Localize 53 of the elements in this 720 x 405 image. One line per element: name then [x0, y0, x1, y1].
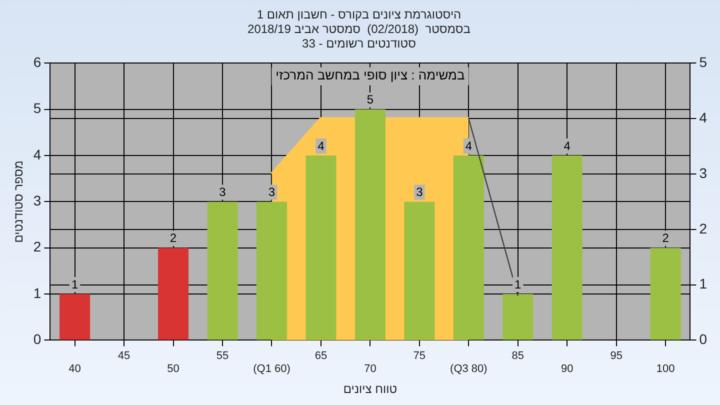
y-tick-label: 0: [33, 331, 42, 348]
data-label: 5: [366, 92, 374, 107]
y-tick-label: 3: [33, 192, 42, 209]
chart-title: היסטוגרמת ציונים בקורס - חשבון תאום 1: [256, 8, 462, 22]
y2-tick-label: 3: [699, 164, 708, 181]
x-tick-label: 70: [364, 363, 376, 376]
bar: [502, 294, 534, 340]
y2-tick-label: 4: [699, 109, 708, 126]
x-tick-label: 85: [512, 350, 524, 362]
bar: [158, 248, 189, 340]
data-label: 1: [514, 277, 522, 292]
bar: [650, 248, 681, 340]
y2-tick-label: 1: [699, 276, 708, 292]
bar: [256, 202, 287, 340]
x-tick-label: 100: [656, 363, 675, 376]
x-tick-label: 50: [167, 363, 180, 376]
y-tick-label: 5: [33, 100, 42, 116]
bar: [354, 109, 386, 340]
x-tick-label: 75: [413, 350, 426, 362]
x-tick-label: (Q1 60): [253, 363, 290, 376]
annotation: במשימה : ציון סופי במחשב המרכזי: [276, 67, 465, 82]
y2-tick-label: 2: [699, 220, 708, 236]
x-tick-label: 90: [561, 363, 574, 376]
data-label: 3: [219, 185, 226, 200]
y-tick-label: 2: [33, 238, 42, 255]
bar: [552, 156, 582, 340]
data-label: 3: [416, 185, 424, 200]
x-tick-label: 95: [610, 350, 622, 362]
y2-tick-label: 5: [699, 54, 708, 70]
data-label: 4: [465, 138, 472, 153]
bar: [207, 202, 238, 340]
chart-subtitle: בסמסטר (02/2018) סמסטר אביב 2018/19 סטודנטים רשומים - 33: [248, 22, 470, 50]
y-tick-label: 1: [33, 284, 42, 301]
bar: [453, 156, 484, 340]
data-label: 4: [564, 138, 571, 153]
x-tick-label: (Q3 80): [450, 363, 488, 376]
data-label: 3: [268, 185, 276, 200]
bar: [306, 156, 336, 340]
x-tick-label: 40: [68, 363, 81, 376]
data-label: 4: [318, 138, 325, 153]
data-label: 2: [662, 231, 670, 246]
bar: [404, 202, 435, 340]
x-tick-label: 55: [216, 350, 229, 362]
y2-tick-label: 0: [699, 331, 708, 348]
y-tick-label: 4: [33, 146, 42, 162]
x-tick-label: 45: [118, 350, 130, 362]
x-axis-title: טווח ציונים: [343, 382, 398, 396]
x-tick-label: 65: [314, 350, 328, 362]
y-tick-label: 6: [33, 54, 42, 70]
data-label: 2: [170, 231, 177, 246]
bar: [60, 294, 90, 340]
data-label: 1: [71, 277, 78, 292]
y-axis-title: מספר סטודנטים: [12, 160, 26, 243]
